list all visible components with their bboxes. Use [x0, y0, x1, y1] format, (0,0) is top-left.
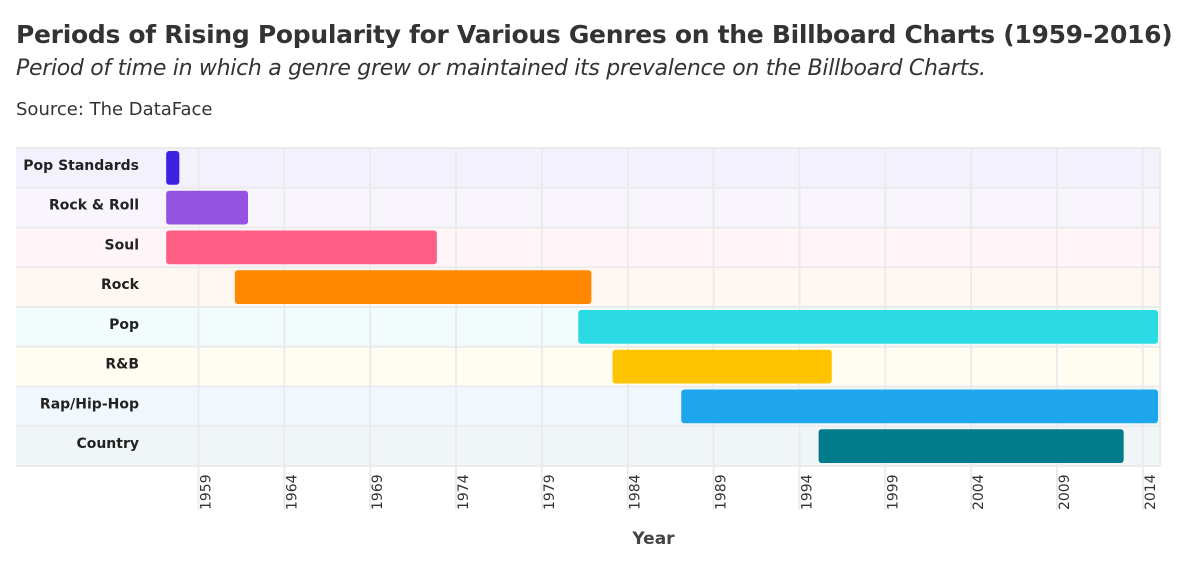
- bar-soul: [166, 230, 437, 265]
- bar-country: [818, 429, 1124, 463]
- category-label: Country: [76, 436, 139, 452]
- x-tick-label: 1979: [542, 474, 558, 510]
- category-label: R&B: [105, 357, 139, 373]
- category-label: Rap/Hip-Hop: [40, 396, 139, 412]
- category-label: Soul: [105, 237, 139, 253]
- bar-pop: [578, 310, 1158, 344]
- row-background: [16, 148, 1160, 188]
- chart-title: Periods of Rising Popularity for Various…: [16, 20, 1173, 49]
- x-tick-label: 2009: [1057, 474, 1073, 510]
- bar-pop-standards: [166, 151, 180, 185]
- x-tick-label: 2014: [1143, 474, 1159, 510]
- x-tick-label: 1994: [799, 474, 815, 510]
- category-label: Pop: [109, 317, 139, 333]
- row-background: [16, 346, 1160, 387]
- chart-source: Source: The DataFace: [16, 99, 213, 120]
- x-tick-label: 1964: [284, 474, 300, 510]
- x-tick-label: 1989: [714, 474, 730, 510]
- chart-subtitle: Period of time in which a genre grew or …: [16, 56, 986, 81]
- x-tick-label: 1974: [456, 474, 472, 510]
- x-tick-label: 1959: [199, 474, 215, 510]
- category-label: Rock: [101, 277, 140, 293]
- bar-rock: [234, 270, 592, 304]
- x-tick-label: 1969: [370, 474, 386, 510]
- category-label: Pop Standards: [23, 158, 139, 174]
- category-label: Rock & Roll: [49, 198, 139, 214]
- bar-rock-roll: [166, 190, 249, 225]
- x-tick-label: 2004: [971, 474, 987, 510]
- bar-rap-hip-hop: [681, 389, 1158, 424]
- x-tick-label: 1984: [628, 474, 644, 510]
- x-axis-label: Year: [631, 529, 675, 549]
- x-tick-label: 1999: [885, 474, 901, 510]
- bar-r-b: [612, 349, 832, 384]
